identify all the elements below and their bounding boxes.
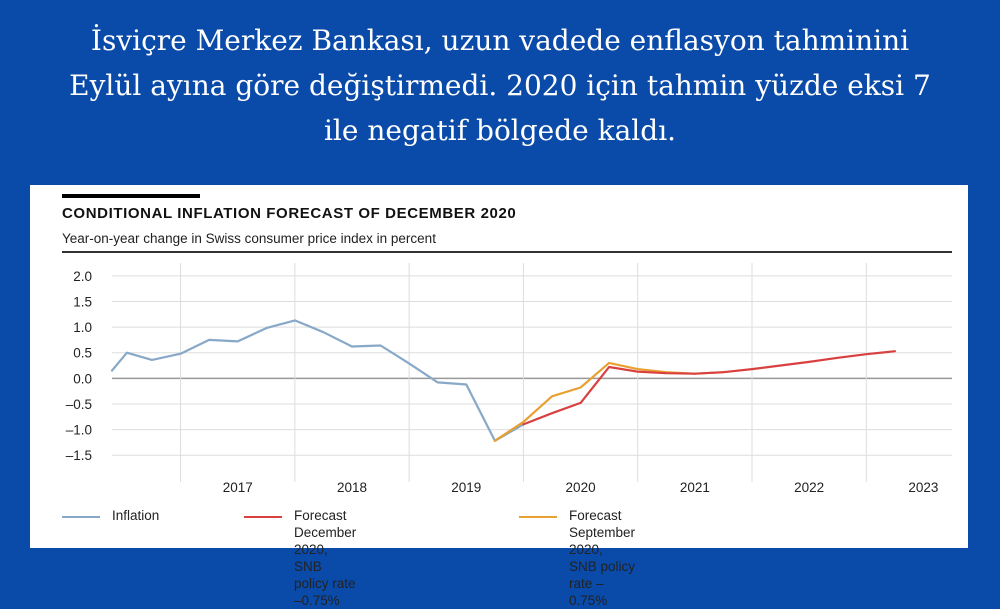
chart-subtitle: Year-on-year change in Swiss consumer pr… <box>62 231 436 246</box>
y-tick-label: 0.5 <box>73 346 92 361</box>
headline: İsviçre Merkez Bankası, uzun vadede enfl… <box>20 18 980 153</box>
legend-label-inflation: Inflation <box>112 508 160 523</box>
legend-label-forecast-september: Forecast September 2020, SNB policy rate… <box>569 507 635 609</box>
y-tick-label: –0.5 <box>66 397 92 412</box>
legend-swatch-forecast-december <box>244 516 282 518</box>
y-tick-label: 2.0 <box>73 269 92 284</box>
legend-swatch-forecast-september <box>519 516 557 518</box>
series-line-forecast-december <box>522 350 896 426</box>
y-tick-label: –1.0 <box>66 423 92 438</box>
x-tick-label: 2022 <box>794 480 824 495</box>
chart-header-rule <box>62 251 952 253</box>
x-tick-label: 2020 <box>566 480 596 495</box>
x-tick-label: 2023 <box>908 480 938 495</box>
y-axis: 2.0 1.5 1.0 0.5 0.0 –0.5 –1.0 –1.5 <box>66 269 92 463</box>
chart-legend: Inflation Forecast December 2020, SNB po… <box>62 507 952 608</box>
x-axis: 2017 2018 2019 2020 2021 2022 2023 <box>223 480 939 495</box>
headline-line-3: ile negatif bölgede kaldı. <box>323 114 677 147</box>
chart-top-bar <box>62 194 200 198</box>
chart-grid <box>112 263 952 482</box>
y-tick-label: 0.0 <box>73 371 92 386</box>
legend-label-forecast-december: Forecast December 2020, SNB policy rate … <box>294 507 356 609</box>
headline-line-2: Eylül ayına göre değiştirmedi. 2020 için… <box>69 69 931 102</box>
chart-title: CONDITIONAL INFLATION FORECAST OF DECEMB… <box>62 205 517 222</box>
headline-line-1: İsviçre Merkez Bankası, uzun vadede enfl… <box>90 24 910 57</box>
chart-card: CONDITIONAL INFLATION FORECAST OF DECEMB… <box>30 185 968 608</box>
legend-swatch-inflation <box>62 516 100 518</box>
legend-label-forecast-september-line-1: Forecast September 2020, <box>569 508 636 557</box>
y-tick-label: –1.5 <box>66 448 92 463</box>
x-tick-label: 2019 <box>451 480 481 495</box>
y-tick-label: 1.5 <box>73 294 92 309</box>
legend-label-forecast-december-line-1: Forecast December 2020, <box>294 508 357 557</box>
legend-label-forecast-september-line-2: SNB policy rate –0.75% <box>569 559 636 608</box>
chart-plot: 2.0 1.5 1.0 0.5 0.0 –0.5 –1.0 –1.5 2017 2018 2019… <box>66 263 952 495</box>
series-line-inflation <box>110 319 525 442</box>
y-tick-label: 1.0 <box>73 320 92 335</box>
chart-series <box>110 319 896 442</box>
x-tick-label: 2017 <box>223 480 253 495</box>
x-tick-label: 2021 <box>680 480 710 495</box>
x-tick-label: 2018 <box>337 480 367 495</box>
legend-label-forecast-december-line-2: SNB policy rate –0.75% <box>294 559 356 608</box>
